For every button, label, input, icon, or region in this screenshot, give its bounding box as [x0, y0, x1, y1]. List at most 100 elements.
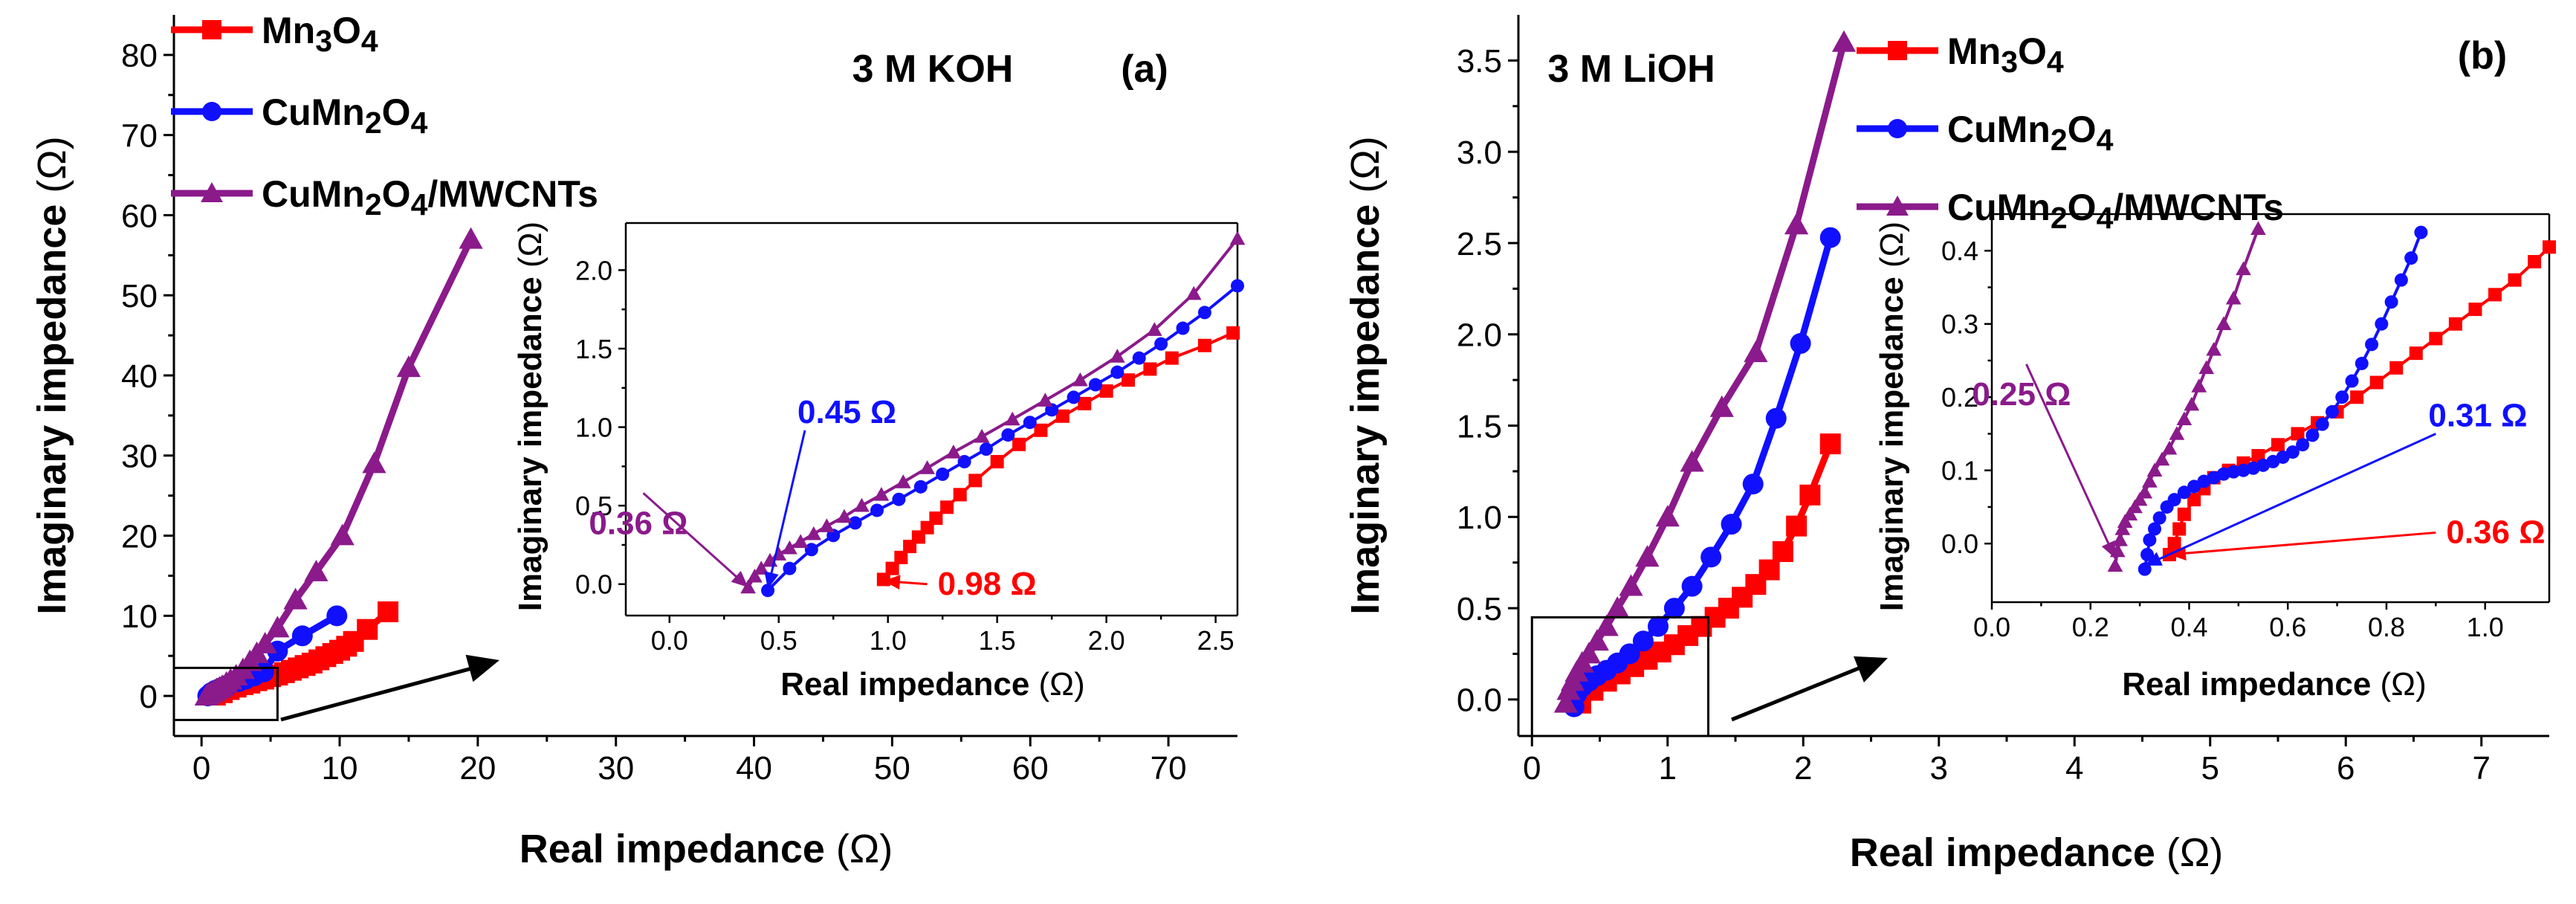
- annotation-label: 0.36 Ω: [2446, 514, 2545, 550]
- data-point: [936, 467, 950, 481]
- data-point: [990, 455, 1004, 469]
- data-point: [873, 487, 890, 501]
- series-line-CuMn2O4/MWCNTs: [204, 237, 474, 699]
- x-tick-label: 0.0: [651, 625, 688, 656]
- data-point: [968, 474, 983, 488]
- data-point: [1819, 227, 1841, 248]
- panel-label: (b): [2458, 34, 2507, 77]
- data-point: [2384, 295, 2398, 309]
- annotation-arrow-head: [764, 571, 779, 590]
- data-point: [2335, 390, 2349, 404]
- data-point: [892, 492, 906, 506]
- legend-marker-CuMn2O4: [1888, 119, 1907, 138]
- x-tick-label: 2: [1794, 750, 1812, 787]
- annotation-arrow-head: [731, 570, 748, 587]
- data-point: [2291, 427, 2305, 441]
- data-point: [1709, 395, 1734, 417]
- data-point: [2315, 417, 2329, 431]
- data-point: [330, 523, 355, 546]
- data-point: [2488, 288, 2502, 302]
- x-tick-label: 3: [1930, 750, 1948, 787]
- data-point: [940, 500, 954, 514]
- annotation-label: 0.31 Ω: [2428, 397, 2527, 433]
- data-point: [2154, 451, 2170, 466]
- data-point: [2250, 221, 2266, 235]
- legend-label-CuMn2O4: CuMn2O4: [1947, 109, 2114, 157]
- y-tick-label: 2.0: [1457, 317, 1502, 354]
- data-point: [2409, 346, 2423, 361]
- data-point: [2107, 558, 2123, 572]
- y-tick-label: 0.5: [1457, 591, 1502, 627]
- series-line-CuMn2O4: [766, 284, 1237, 592]
- data-point: [2176, 411, 2192, 426]
- data-point: [1023, 416, 1037, 430]
- data-point: [1831, 30, 1857, 52]
- x-tick-label: 0.8: [2368, 612, 2405, 642]
- data-point: [1790, 333, 1811, 355]
- annotation-arrow: [642, 492, 749, 589]
- legend-label-Mn3O4: Mn3O4: [1947, 30, 2064, 79]
- data-point: [1700, 546, 1722, 568]
- data-point: [953, 488, 967, 502]
- data-point: [396, 355, 421, 378]
- chart-title: 3 M KOH: [852, 48, 1014, 91]
- data-point: [2365, 338, 2379, 352]
- data-point: [2369, 375, 2384, 390]
- data-point: [1067, 390, 1081, 404]
- x-tick-label: 5: [2201, 750, 2219, 787]
- y-tick-label: 1.5: [1457, 408, 1502, 445]
- x-tick-label: 6: [2337, 750, 2355, 787]
- data-point: [1034, 423, 1048, 437]
- annotation-arrow: [2169, 531, 2436, 556]
- data-point: [304, 559, 329, 581]
- data-point: [2543, 240, 2556, 254]
- data-point: [2325, 404, 2339, 419]
- annotation-arrow: [766, 430, 806, 590]
- legend-label-CuMn2O4/MWCNTs: CuMn2O4/MWCNTs: [262, 173, 598, 222]
- data-point: [2137, 484, 2153, 499]
- data-point: [283, 587, 308, 610]
- data-point: [2132, 491, 2148, 506]
- data-point: [836, 508, 852, 523]
- zoom-arrow-head: [1853, 656, 1888, 683]
- annotation-label: 0.25 Ω: [1972, 376, 2071, 413]
- annotation-arrow-head: [2144, 552, 2163, 566]
- x-tick-label: 1: [1659, 750, 1677, 787]
- x-tick-label: 4: [2065, 750, 2083, 787]
- y-axis-title: Imaginary impedance (Ω): [30, 136, 74, 615]
- data-point: [1655, 505, 1680, 527]
- data-point: [2276, 450, 2290, 464]
- data-point: [362, 451, 386, 474]
- y-tick-label: 60: [121, 198, 158, 234]
- x-tick-label: 2.5: [1197, 625, 1234, 656]
- data-point: [2152, 511, 2166, 525]
- data-point: [1744, 340, 1768, 363]
- data-point: [2375, 317, 2389, 331]
- data-point: [1553, 691, 1578, 713]
- data-point: [2227, 465, 2241, 479]
- x-tick-label: 1.0: [2467, 612, 2504, 642]
- y-tick-label: 0.1: [1941, 456, 1978, 486]
- data-point: [2414, 225, 2428, 239]
- data-point: [1165, 351, 1179, 365]
- legend-label-CuMn2O4: CuMn2O4: [262, 91, 428, 140]
- x-tick-label: 0: [1523, 750, 1541, 787]
- data-point: [2429, 332, 2443, 346]
- x-tick-label: 0.6: [2269, 612, 2306, 642]
- y-tick-label: 70: [121, 118, 158, 155]
- data-point: [1229, 230, 1246, 245]
- data-point: [1786, 515, 1808, 537]
- annotation-arrow: [2025, 364, 2117, 559]
- data-point: [1001, 428, 1015, 442]
- x-tick-label: 1.0: [870, 625, 907, 656]
- data-point: [974, 428, 990, 443]
- x-tick-label: 40: [736, 750, 772, 787]
- panel-a: 0 10 20 30 40 50 60 70 0 10 20 30 40 50 60 70 80 0.0 0.5 1.…: [30, 10, 1246, 871]
- y-tick-label: 0: [140, 679, 158, 715]
- data-point: [885, 561, 899, 575]
- data-point: [1132, 351, 1146, 365]
- data-point: [2389, 361, 2404, 375]
- data-point: [1197, 338, 1211, 352]
- zoom-arrow-head: [465, 654, 499, 682]
- data-point: [2236, 261, 2251, 276]
